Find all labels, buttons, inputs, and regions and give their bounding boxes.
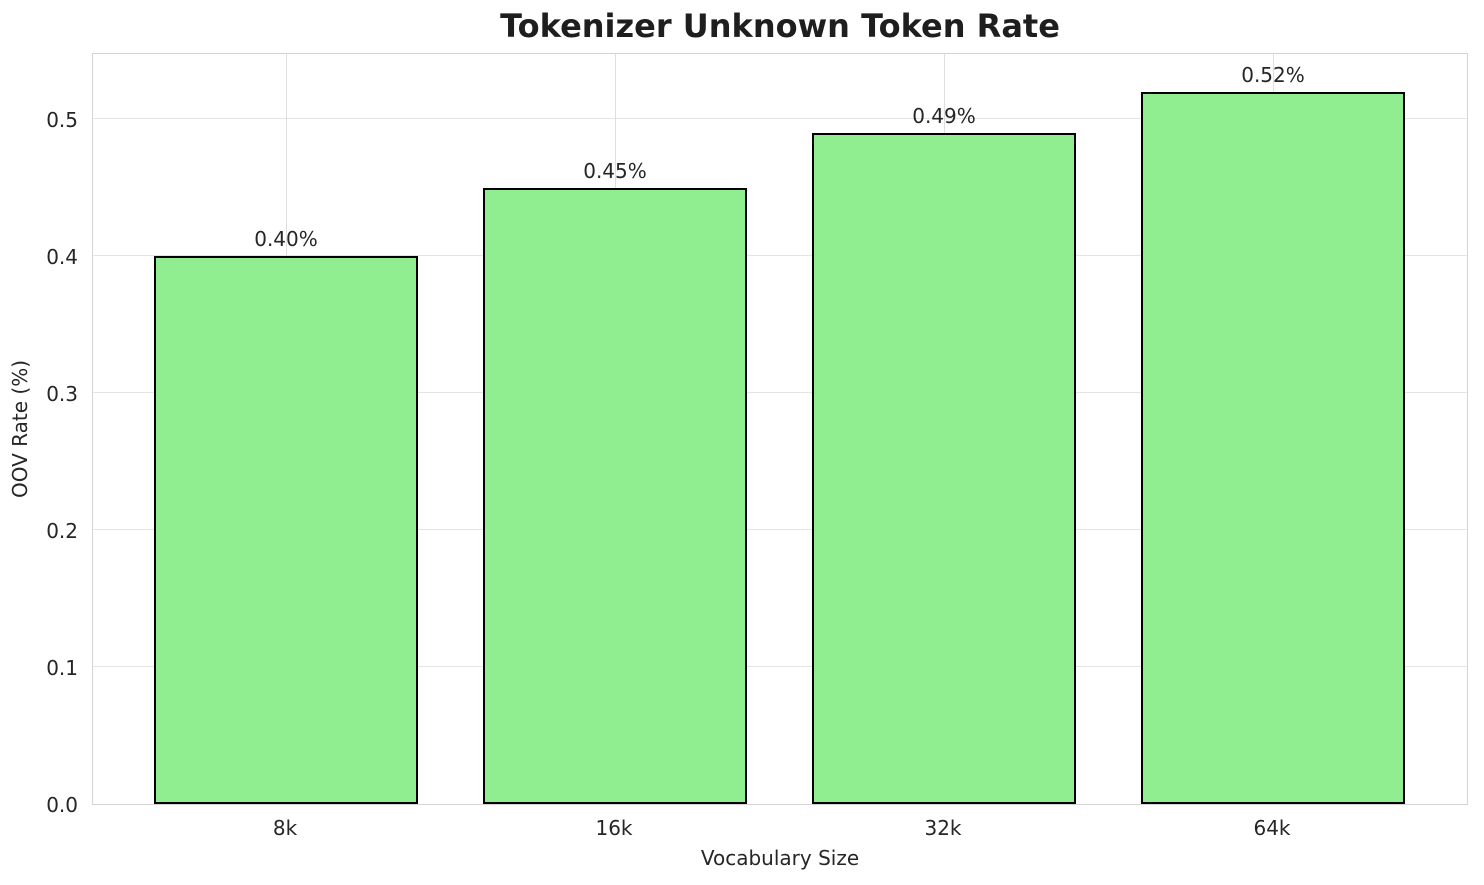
bar-64k (1141, 92, 1405, 804)
y-tick-label: 0.1 (46, 656, 78, 681)
gridline-horizontal (93, 529, 1467, 531)
x-axis-label: Vocabulary Size (700, 846, 860, 870)
chart-title: Tokenizer Unknown Token Rate (500, 7, 1060, 45)
bar-value-label: 0.49% (912, 104, 976, 128)
plot-area: 0.40% 0.45% 0.49% 0.52% (92, 53, 1468, 805)
y-tick-label: 0.2 (46, 519, 78, 544)
x-tick-labels: 8k 16k 32k 64k (0, 805, 1484, 845)
y-tick-label: 0.0 (46, 793, 78, 817)
x-tick-label: 16k (595, 816, 633, 840)
gridline-horizontal (93, 255, 1467, 257)
y-tick-labels: 0.0 0.1 0.2 0.3 0.4 0.5 (0, 53, 78, 817)
bar-value-label: 0.40% (254, 227, 318, 251)
x-tick-label: 8k (272, 816, 298, 840)
gridline-horizontal (93, 666, 1467, 668)
bar-8k (154, 256, 418, 804)
y-tick-label: 0.3 (46, 382, 78, 407)
gridline-horizontal (93, 392, 1467, 394)
x-tick-label: 64k (1253, 816, 1291, 840)
bar-16k (483, 188, 747, 804)
bar-value-label: 0.45% (583, 159, 647, 183)
bar-value-label: 0.52% (1241, 63, 1305, 87)
y-tick-label: 0.4 (46, 245, 78, 270)
gridline-horizontal (93, 118, 1467, 120)
y-tick-label: 0.5 (46, 108, 78, 133)
x-tick-label: 32k (924, 816, 962, 840)
bar-32k (812, 133, 1076, 804)
